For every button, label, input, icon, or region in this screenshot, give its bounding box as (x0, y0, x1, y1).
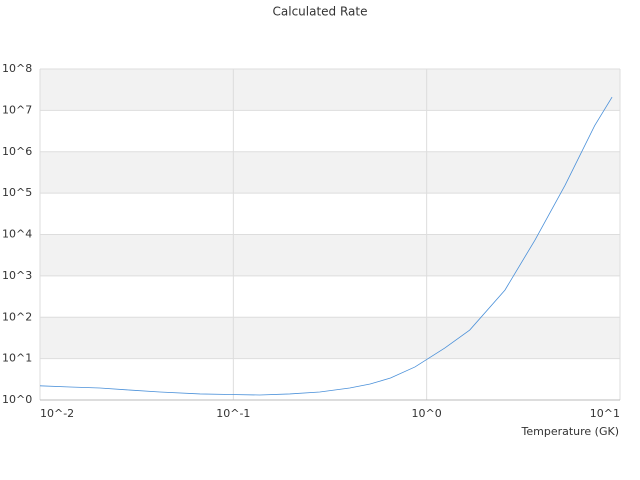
x-tick-label: 10^-2 (40, 407, 74, 420)
y-tick-label: 10^8 (2, 62, 32, 75)
grid-band (40, 151, 620, 194)
x-tick-label: 10^1 (590, 407, 620, 420)
y-tick-label: 10^7 (2, 103, 32, 116)
y-tick-label: 10^1 (2, 352, 32, 365)
y-tick-label: 10^4 (2, 228, 32, 241)
chart-title: Calculated Rate (273, 5, 368, 19)
grid-band (40, 234, 620, 276)
data-line (39, 96, 613, 396)
y-tick-label: 10^2 (2, 310, 32, 323)
grid-band (40, 317, 620, 359)
y-tick-label: 10^5 (2, 186, 32, 199)
x-tick-label: 10^0 (412, 407, 442, 420)
y-tick-label: 10^0 (2, 393, 32, 406)
y-tick-label: 10^6 (2, 145, 32, 158)
x-tick-label: 10^-1 (216, 407, 250, 420)
grid-band (40, 69, 620, 111)
y-tick-label: 10^3 (2, 269, 32, 282)
x-axis-label: Temperature (GK) (521, 425, 620, 438)
